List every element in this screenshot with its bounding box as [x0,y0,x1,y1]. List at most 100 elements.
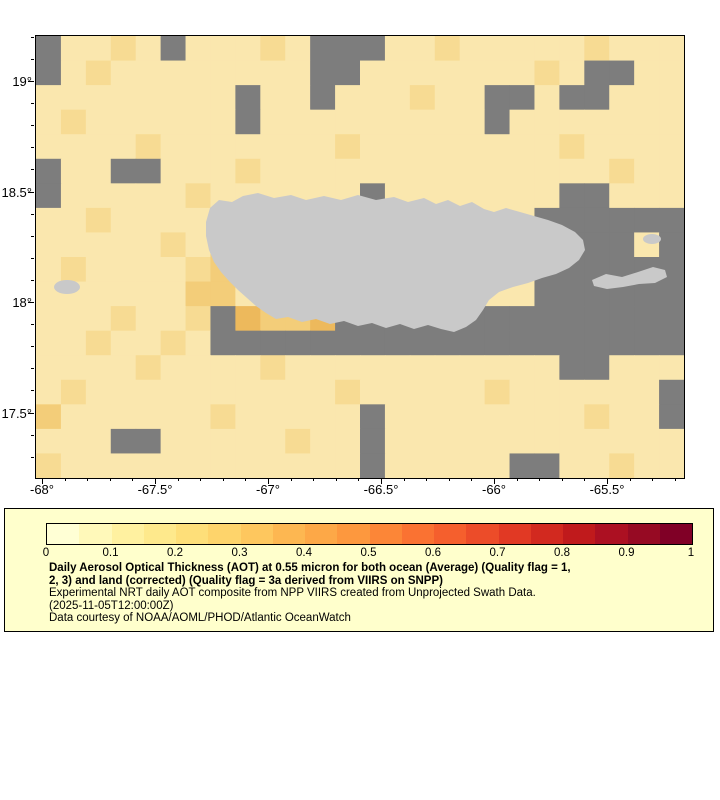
aot-grid-cell [584,134,610,160]
aot-grid-cell [360,60,386,86]
aot-grid-cell [484,60,511,86]
aot-grid-cell [584,453,610,478]
aot-grid-cell [659,355,684,381]
aot-grid-cell [160,404,187,430]
aot-grid-cell [659,379,684,405]
aot-grid-cell [335,85,361,111]
aot-grid-cell [285,428,311,454]
aot-grid-cell [85,158,112,184]
colorbar-segment [240,524,273,544]
colorbar-segment [305,524,338,544]
aot-grid-cell [509,330,535,356]
aot-grid-cell [609,355,635,381]
aot-grid-cell [509,306,535,332]
aot-grid-cell [260,134,286,160]
aot-grid-cell [135,134,162,160]
aot-grid-cell [459,330,486,356]
aot-grid-cell [85,355,112,381]
aot-grid-cell [434,109,461,135]
aot-grid-cell [260,404,286,430]
x-axis-tick [290,478,292,481]
aot-grid-cell [185,404,211,430]
y-axis-tick [31,456,34,458]
aot-grid-cell [110,134,137,160]
aot-grid-cell [60,306,87,332]
aot-grid-cell [285,330,311,356]
aot-grid-cell [160,281,187,307]
aot-grid-cell [110,257,137,283]
aot-grid-cell [235,109,261,135]
aot-grid-cell [210,453,236,478]
aot-grid-cell [36,36,62,62]
aot-grid-cell [459,453,486,478]
x-axis-label: -68° [30,482,54,497]
aot-grid-cell [384,453,411,478]
aot-grid-cell [310,404,336,430]
aot-grid-cell [509,379,535,405]
aot-grid-cell [36,379,62,405]
aot-grid-cell [185,281,211,307]
aot-grid-cell [409,60,436,86]
aot-grid-cell [509,453,535,478]
aot-grid-cell [310,379,336,405]
x-axis-tick [64,478,66,481]
aot-grid-cell [135,109,162,135]
aot-grid-cell [335,330,361,356]
colorbar-segment [401,524,434,544]
aot-grid-cell [659,183,684,209]
y-axis-tick [31,36,34,38]
aot-grid-cell [534,330,560,356]
aot-grid-cell [60,85,87,111]
y-axis-tick [31,257,34,259]
aot-grid-cell [160,355,187,381]
aot-grid-cell [135,330,162,356]
aot-grid-cell [235,453,261,478]
aot-grid-cell [285,379,311,405]
aot-grid-cell [185,109,211,135]
aot-grid-cell [310,355,336,381]
aot-grid-cell [609,60,635,86]
aot-grid-cell [160,232,187,258]
aot-grid-cell [559,404,585,430]
aot-grid-cell [260,453,286,478]
aot-grid-cell [609,330,635,356]
aot-grid-cell [634,183,660,209]
aot-grid-cell [85,232,112,258]
y-axis-tick [31,235,34,237]
aot-grid-cell [110,60,137,86]
aot-grid-cell [235,379,261,405]
aot-grid-cell [185,330,211,356]
colorbar-segment [337,524,370,544]
aot-grid-cell [260,330,286,356]
aot-grid-cell [235,158,261,184]
aot-grid-cell [60,60,87,86]
aot-grid-cell [36,207,62,233]
colorbar-segment [530,524,563,544]
aot-grid-cell [559,330,585,356]
colorbar-segment [47,524,80,544]
aot-grid-cell [360,85,386,111]
aot-grid-cell [609,36,635,62]
aot-grid-cell [434,330,461,356]
aot-grid-cell [584,85,610,111]
aot-grid-cell [285,404,311,430]
aot-grid-cell [135,404,162,430]
colorbar-segment [111,524,144,544]
aot-grid-cell [60,404,87,430]
aot-grid-cell [659,158,684,184]
aot-grid-cell [509,109,535,135]
aot-grid-cell [409,109,436,135]
culebra-island [643,234,661,244]
aot-grid-cell [634,306,660,332]
aot-grid-cell [459,428,486,454]
aot-grid-cell [360,453,386,478]
aot-grid-cell [459,36,486,62]
aot-grid-cell [210,281,236,307]
aot-grid-cell [459,109,486,135]
aot-grid-cell [260,60,286,86]
colorbar-segment [79,524,112,544]
aot-grid-cell [534,109,560,135]
aot-grid-cell [160,379,187,405]
aot-grid-cell [310,109,336,135]
aot-grid-cell [60,207,87,233]
